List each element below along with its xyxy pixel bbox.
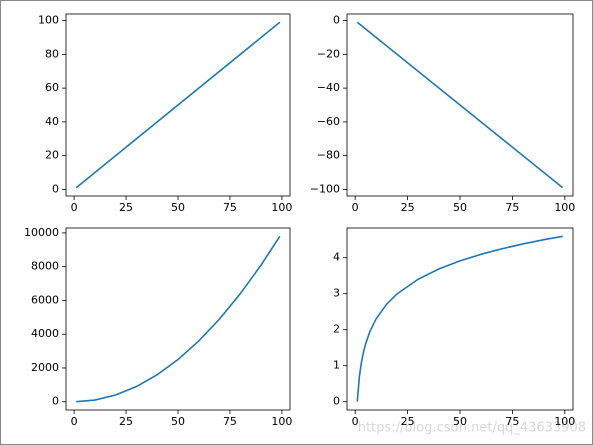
x-tick-label: 75 (223, 201, 237, 214)
x-tick-label: 100 (554, 201, 575, 214)
y-tick-label: 8000 (31, 260, 59, 273)
y-tick-label: 100 (38, 14, 59, 27)
x-tick-label: 0 (71, 415, 78, 428)
y-tick-label: 0 (52, 182, 59, 195)
x-tick-label: 50 (171, 201, 185, 214)
x-tick-label: 100 (271, 415, 292, 428)
x-tick-label: 50 (171, 415, 185, 428)
line (75, 21, 281, 189)
y-tick-label: 0 (52, 395, 59, 408)
x-tick-label: 75 (223, 415, 237, 428)
y-tick-label: 0 (333, 395, 340, 408)
y-tick-label: 4 (333, 251, 340, 264)
x-tick-label: 0 (71, 201, 78, 214)
x-tick-label: 25 (401, 415, 415, 428)
x-tick-label: 75 (505, 415, 519, 428)
y-tick-label: −60 (317, 115, 340, 128)
y-tick-label: −40 (317, 81, 340, 94)
x-tick-label: 75 (505, 201, 519, 214)
x-tick-label: 100 (271, 201, 292, 214)
y-tick-label: 10000 (24, 226, 59, 239)
y-tick-label: 1 (333, 359, 340, 372)
line (76, 235, 281, 403)
y-tick-label: 60 (45, 81, 59, 94)
y-tick-label: −80 (317, 149, 340, 162)
x-tick-label: 100 (554, 415, 575, 428)
x-tick-label: 0 (352, 201, 359, 214)
x-tick-label: 50 (453, 415, 467, 428)
y-tick-label: 2000 (31, 361, 59, 374)
x-tick-label: 0 (352, 415, 359, 428)
line (356, 235, 563, 402)
x-tick-label: 25 (119, 201, 133, 214)
x-tick-label: 25 (119, 415, 133, 428)
watermark: https://blog.csdn.net/qq_43633908 (358, 421, 586, 436)
y-tick-label: −100 (310, 182, 340, 195)
y-tick-label: −20 (317, 47, 340, 60)
y-tick-label: 80 (45, 47, 59, 60)
y-tick-label: 2 (333, 323, 340, 336)
x-tick-label: 25 (401, 201, 415, 214)
y-tick-label: 6000 (31, 293, 59, 306)
y-tick-label: 4000 (31, 327, 59, 340)
y-tick-label: 3 (333, 287, 340, 300)
line (356, 21, 564, 189)
y-tick-label: 20 (45, 149, 59, 162)
y-tick-label: 40 (45, 115, 59, 128)
x-tick-label: 50 (453, 201, 467, 214)
y-tick-label: 0 (333, 14, 340, 27)
